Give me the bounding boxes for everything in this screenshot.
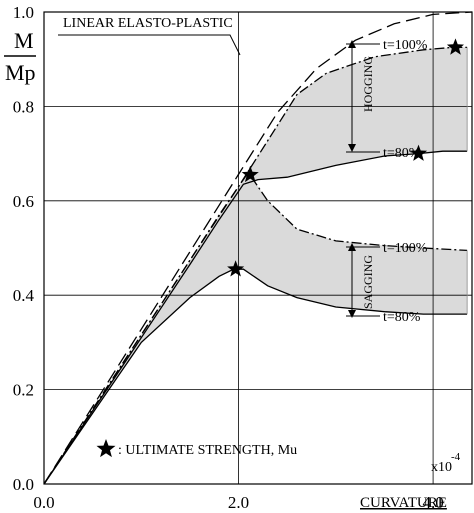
y-tick-label: 0.4 [13, 286, 35, 305]
sagging-arrow-down [348, 310, 356, 318]
x-tick-label: 4.0 [422, 493, 443, 512]
ultimate-strength-star [241, 165, 259, 183]
y-axis-label-bottom: Mp [5, 60, 36, 85]
x-axis-label: CURVATURE [360, 495, 447, 511]
hogging-band [44, 47, 468, 485]
sagging-band [44, 172, 468, 484]
shaded-regions [44, 47, 468, 485]
y-tick-label: 0.0 [13, 475, 34, 494]
legend-text: : ULTIMATE STRENGTH, Mu [118, 443, 297, 458]
y-tick-label: 0.2 [13, 381, 34, 400]
y-tick-label: 0.6 [13, 192, 34, 211]
ultimate-strength-star [227, 260, 245, 277]
ultimate-strength-star [446, 38, 464, 55]
hog-t100-label: t=100% [383, 38, 428, 53]
ultimate-strength-markers [227, 38, 464, 277]
y-axis-label-top: M [14, 28, 34, 53]
hogging-label: HOGGING [361, 56, 375, 112]
hog-t80-label: t=80% [383, 146, 421, 161]
sag-t100-label: t=100% [383, 241, 428, 256]
x-tick-label: 2.0 [228, 493, 249, 512]
y-tick-label: 1.0 [13, 3, 34, 22]
ultimate-strength-star [409, 144, 428, 161]
linear-label-leader [58, 34, 241, 56]
x-multiplier: x10 [431, 460, 452, 475]
tick-labels: 0.0 0.2 0.4 0.6 0.8 1.0 0.0 2.0 4.0 [13, 3, 444, 512]
x-tick-label: 0.0 [33, 493, 54, 512]
hogging-arrow-down [348, 144, 356, 152]
y-tick-label: 0.8 [13, 97, 34, 116]
x-exponent: -4 [451, 451, 461, 463]
series-line-5 [43, 268, 468, 485]
plot-frame [43, 11, 473, 485]
sag-t80-label: t=80% [383, 310, 421, 325]
series-line-1 [43, 11, 473, 485]
sagging-label: SAGGING [361, 255, 375, 309]
linear-elasto-plastic-label: LINEAR ELASTO-PLASTIC [63, 16, 233, 31]
legend-star-icon [96, 439, 116, 458]
